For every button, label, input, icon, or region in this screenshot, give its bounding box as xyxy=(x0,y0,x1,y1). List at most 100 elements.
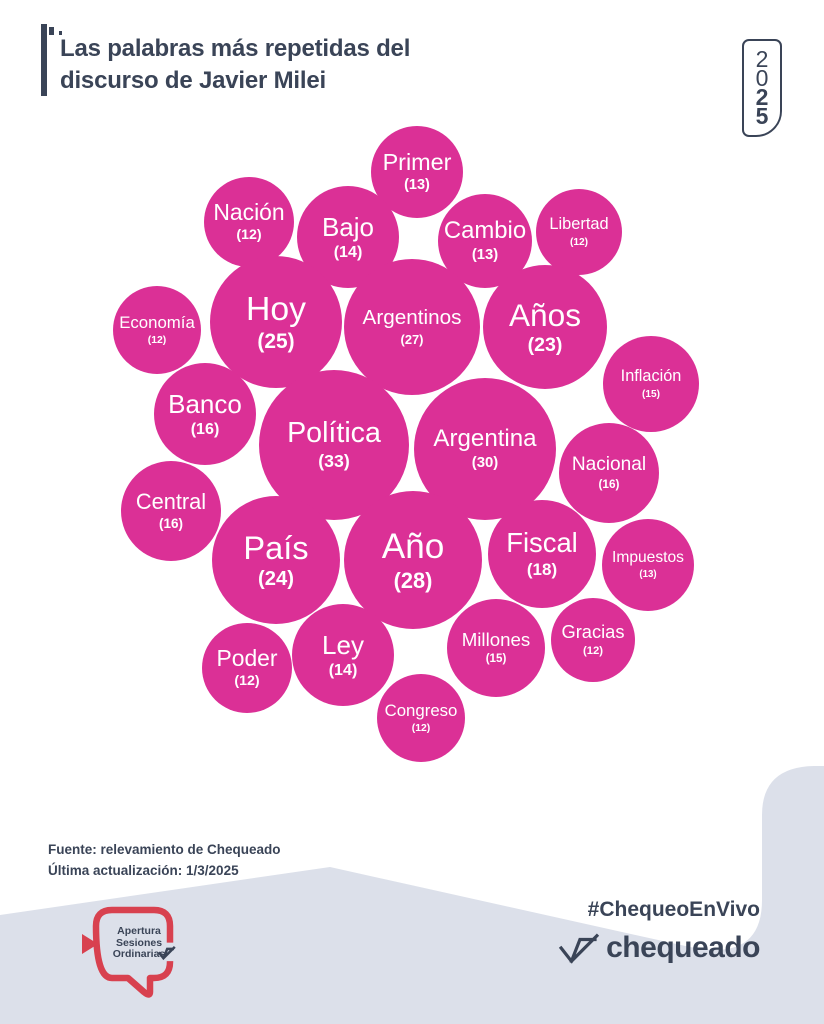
bubble-count: (28) xyxy=(393,567,433,593)
bubble-count: (18) xyxy=(526,559,558,579)
bubble-word: Poder xyxy=(216,645,278,672)
bubble-word: Impuestos xyxy=(612,548,684,566)
bubble-count: (14) xyxy=(328,660,358,679)
bubble-count: (12) xyxy=(236,227,262,244)
bubble-central: Central (16) xyxy=(121,461,221,561)
bubble-count: (13) xyxy=(404,177,430,194)
source-note: Fuente: relevamiento de Chequeado Última… xyxy=(48,839,281,881)
bubble-word: Inflación xyxy=(620,367,682,386)
year-2025-badge: 2 0 2 5 xyxy=(742,39,782,137)
bubble-count: (13) xyxy=(639,568,657,580)
bubble-banco: Banco (16) xyxy=(154,363,256,465)
bubble-poder: Poder (12) xyxy=(202,623,292,713)
bubble-count: (25) xyxy=(257,330,295,354)
bubble-word: Bajo xyxy=(321,211,375,242)
year-digit: 5 xyxy=(755,103,769,129)
bubble-word: Primer xyxy=(382,148,452,175)
decorative-mark xyxy=(59,31,62,35)
bubble-count: (16) xyxy=(158,515,183,531)
bubble-word: Política xyxy=(287,417,381,450)
bubble-word: Argentinos xyxy=(362,306,462,330)
bubble-count: (12) xyxy=(582,645,604,658)
page-title-line2: discurso de Javier Milei xyxy=(60,67,326,94)
bubble-count: (24) xyxy=(258,567,294,590)
bubble-count: (23) xyxy=(527,333,563,356)
bubble-word: Año xyxy=(381,526,445,566)
event-badge: Apertura Sesiones Ordinarias xyxy=(78,898,193,1013)
page-title: Las palabras más repetidas del discurso … xyxy=(60,33,540,97)
bubble-word: Ley xyxy=(322,629,364,660)
bubble-nación: Nación (12) xyxy=(204,177,294,267)
bubble-impuestos: Impuestos (13) xyxy=(602,519,694,611)
year-digit: 2 xyxy=(755,46,769,72)
speech-bubble-outline xyxy=(92,906,174,998)
hashtag-label: #ChequeoEnVivo xyxy=(587,898,760,921)
source-line1: Fuente: relevamiento de Chequeado xyxy=(48,842,281,857)
brand-name: chequeado xyxy=(606,931,760,964)
bubble-hoy: Hoy (25) xyxy=(210,256,342,388)
bubble-economía: Economía (12) xyxy=(113,286,201,374)
event-badge-line2: Sesiones xyxy=(115,936,163,949)
bubble-gracias: Gracias (12) xyxy=(551,598,635,682)
chequeado-logo: chequeado xyxy=(558,932,760,964)
bubble-word: Cambio xyxy=(443,217,527,245)
bubble-count: (16) xyxy=(190,419,220,438)
year-digit: 0 xyxy=(755,65,769,91)
chequeado-check-icon xyxy=(558,933,600,964)
bubble-fiscal: Fiscal (18) xyxy=(488,500,596,608)
bubble-count: (14) xyxy=(333,242,363,261)
bubble-word: Hoy xyxy=(246,289,306,328)
bubble-millones: Millones (15) xyxy=(447,599,545,697)
bubble-count: (12) xyxy=(411,722,431,734)
bubble-año: Año (28) xyxy=(344,491,482,629)
bubble-word: Libertad xyxy=(549,215,609,234)
event-badge-text: Apertura Sesiones Ordinarias xyxy=(100,925,178,961)
bubble-count: (12) xyxy=(147,334,167,346)
bubble-word: Central xyxy=(135,489,207,515)
year-digit: 2 xyxy=(755,84,769,110)
event-badge-line1: Apertura xyxy=(117,925,161,937)
bubble-word: Nación xyxy=(213,199,285,226)
bubble-word: Nacional xyxy=(571,453,647,475)
speech-bubble-icon xyxy=(82,906,178,998)
bubble-word: País xyxy=(243,528,309,566)
bubble-count: (16) xyxy=(598,477,620,492)
source-line2: Última actualización: 1/3/2025 xyxy=(48,863,239,878)
check-icon xyxy=(155,942,178,962)
bubble-count: (13) xyxy=(471,247,499,264)
bubble-años: Años (23) xyxy=(483,265,607,389)
decorative-mark xyxy=(49,27,54,35)
bubble-argentina: Argentina (30) xyxy=(414,378,556,520)
bubble-word: Millones xyxy=(461,629,531,651)
bubble-count: (15) xyxy=(485,652,507,666)
bubble-word: Años xyxy=(508,296,581,333)
play-icon xyxy=(82,934,98,954)
bubble-word: Argentina xyxy=(433,425,537,453)
bubble-word: Economía xyxy=(119,312,195,332)
bubble-count: (12) xyxy=(569,236,589,248)
bubble-count: (30) xyxy=(471,455,499,472)
bubble-congreso: Congreso (12) xyxy=(377,674,465,762)
bubble-argentinos: Argentinos (27) xyxy=(344,259,480,395)
bubble-inflación: Inflación (15) xyxy=(603,336,699,432)
bubble-ley: Ley (14) xyxy=(292,604,394,706)
bubble-word: Banco xyxy=(168,388,242,419)
page-title-line1: Las palabras más repetidas del xyxy=(60,35,411,62)
bubble-política: Política (33) xyxy=(259,370,409,520)
bubble-nacional: Nacional (16) xyxy=(559,423,659,523)
bubble-país: País (24) xyxy=(212,496,340,624)
bubble-word: Congreso xyxy=(384,700,458,720)
bottom-band-shape xyxy=(0,766,824,1024)
bubble-count: (33) xyxy=(318,451,350,472)
event-badge-line3: Ordinarias xyxy=(112,948,166,960)
bubble-count: (12) xyxy=(234,673,260,690)
bubble-count: (27) xyxy=(400,331,424,347)
title-accent-bar xyxy=(41,24,47,96)
bubble-libertad: Libertad (12) xyxy=(536,189,622,275)
bubble-word: Gracias xyxy=(561,621,625,643)
bubble-count: (15) xyxy=(642,388,660,400)
bubble-word: Fiscal xyxy=(506,527,578,559)
